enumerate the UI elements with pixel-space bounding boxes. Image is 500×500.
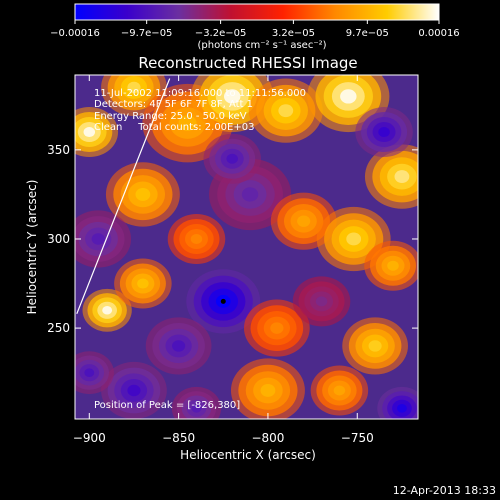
colorbar: −0.00016 −9.7e−05 −3.2e−05 3.2e−05 9.7e−05 0.… [50,3,460,51]
heatmap-blob-ring [378,127,390,138]
heatmap-blob [355,107,413,158]
heatmap-blob [167,213,226,264]
colorbar-tick-label: 0.00016 [418,28,459,39]
heatmap-blob-ring [387,260,399,271]
annotation-clean-counts: Clean Total counts: 2.00E+03 [94,122,254,133]
heatmap-blob [310,365,369,416]
heatmap-blob-ring [368,340,382,352]
minimum-marker [220,298,226,304]
heatmap-blob [171,386,222,419]
y-tick-label: 250 [47,321,70,335]
heatmap-blob-ring [190,233,203,244]
heatmap-blob-ring [178,115,197,131]
peak-position-label: Position of Peak = [-826,380] [94,400,240,411]
heatmap-blob [75,107,119,158]
heatmap-blob-ring [223,89,241,104]
heatmap-blob [114,258,172,309]
heatmap-blob [105,162,180,227]
heatmap-blob-ring [394,170,410,184]
colorbar-tick-label: −3.2e−05 [195,28,247,39]
heatmap-blob [75,210,132,268]
heatmap-blob-ring [102,305,113,315]
colorbar-ticks: −0.00016 −9.7e−05 −3.2e−05 3.2e−05 9.7e−05 0.… [50,20,460,39]
heatmap-blob-ring [137,278,149,289]
heatmap-blob-ring [346,232,362,246]
heatmap-blob-ring [340,89,357,104]
plot-frame [74,74,419,420]
heatmap-blob-ring [333,385,346,396]
plot-area: 11-Jul-2002 11:09:16.000 to 11:11:56.000… [74,74,419,420]
x-tick-label: −900 [73,431,106,445]
heatmap-blob [145,317,212,375]
y-axis-ticks: 250 300 350 [47,143,418,335]
x-tick-label: −750 [341,431,374,445]
chart-title: Reconstructed RHESSI Image [138,54,357,72]
x-axis-ticks: −900 −850 −800 −750 [73,75,374,445]
heatmap-blob-ring [135,187,151,201]
x-tick-label: −800 [251,431,284,445]
heatmap-blob [230,358,305,419]
annotation-time-range: 11-Jul-2002 11:09:16.000 to 11:11:56.000 [94,88,306,99]
heatmap-blob-ring [270,322,284,334]
heatmap-layer [75,75,418,419]
heatmap-blob-ring [226,153,238,164]
heatmap-blob [377,386,418,419]
heatmap-blob [75,351,114,395]
footer-date: 12-Apr-2013 18:33 [393,484,496,497]
heatmap-blob [248,78,323,143]
colorbar-tick-label: −9.7e−05 [121,28,173,39]
heatmap-blob [364,144,418,209]
heatmap-blob [82,288,132,332]
heatmap-blob [342,317,408,375]
colorbar-tick-label: 9.7e−05 [346,28,389,39]
colorbar-tick-label: −0.00016 [50,28,100,39]
heatmap-blob [101,361,167,419]
heatmap-blob-ring [297,215,311,227]
heatmap-blob-ring [127,81,141,94]
heatmap-blob-ring [172,340,186,352]
solar-limb-line [76,78,171,315]
y-tick-label: 350 [47,143,70,157]
heatmap-blob [203,133,261,184]
annotation-energy-range: Energy Range: 25.0 - 50.0 keV [94,111,247,122]
info-annotations: 11-Jul-2002 11:09:16.000 to 11:11:56.000… [94,88,306,133]
colorbar-frame [74,3,440,21]
x-tick-label: −850 [162,431,195,445]
colorbar-unit-label: (photons cm⁻² s⁻¹ asec⁻²) [197,40,326,51]
annotation-detectors: Detectors: 4F 5F 6F 7F 8F, Att 1 [94,99,253,110]
heatmap-blob [292,276,351,327]
heatmap-blob-ring [84,368,95,377]
heatmap-blob-ring [396,404,407,413]
heatmap-blob [243,299,310,357]
x-axis-label: Heliocentric X (arcsec) [180,448,316,462]
colorbar-tick-label: 3.2e−05 [272,28,315,39]
heatmap-blob-ring [91,233,105,245]
heatmap-blob-ring [241,187,259,202]
heatmap-blob-ring [83,127,96,138]
heatmap-blob-ring [127,384,141,397]
heatmap-blob [364,240,418,291]
heatmap-blob-ring [260,384,276,397]
heatmap-blob-ring [191,404,202,413]
y-axis-label: Heliocentric Y (arcsec) [25,180,39,315]
y-tick-label: 300 [47,232,70,246]
colorbar-gradient [75,4,439,20]
heatmap-blob-ring [278,104,294,118]
heatmap-blob-ring [315,296,328,307]
